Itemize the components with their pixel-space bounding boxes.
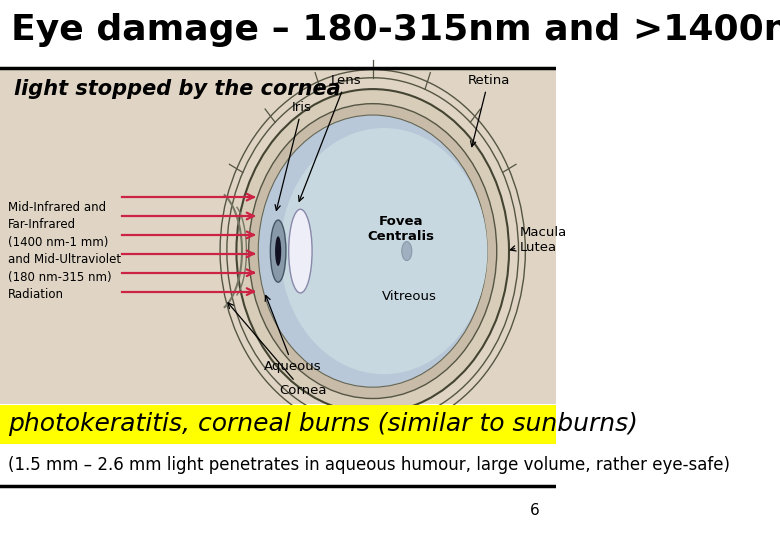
Ellipse shape xyxy=(280,128,488,374)
Text: 6: 6 xyxy=(530,503,540,518)
Ellipse shape xyxy=(258,115,488,387)
Text: (1.5 mm – 2.6 mm light penetrates in aqueous humour, large volume, rather eye-sa: (1.5 mm – 2.6 mm light penetrates in aqu… xyxy=(9,456,730,475)
FancyBboxPatch shape xyxy=(0,69,556,404)
Text: Iris: Iris xyxy=(275,100,312,211)
Text: Lens: Lens xyxy=(299,73,362,201)
Ellipse shape xyxy=(249,104,497,399)
Ellipse shape xyxy=(271,220,286,282)
FancyBboxPatch shape xyxy=(0,405,556,444)
Text: Aqueous: Aqueous xyxy=(264,295,322,373)
Text: Eye damage – 180-315nm and >1400nm: Eye damage – 180-315nm and >1400nm xyxy=(11,13,780,46)
Text: light stopped by the cornea: light stopped by the cornea xyxy=(14,79,341,99)
Ellipse shape xyxy=(289,209,312,293)
Text: Retina: Retina xyxy=(467,73,509,146)
Text: Cornea: Cornea xyxy=(228,303,327,397)
Text: Fovea
Centralis: Fovea Centralis xyxy=(367,215,434,244)
Text: Mid-Infrared and
Far-Infrared
(1400 nm-1 mm)
and Mid-Ultraviolet
(180 nm-315 nm): Mid-Infrared and Far-Infrared (1400 nm-1… xyxy=(9,201,122,301)
Ellipse shape xyxy=(275,236,282,266)
Ellipse shape xyxy=(402,241,412,260)
Text: Macula
Lutea: Macula Lutea xyxy=(510,226,567,254)
Ellipse shape xyxy=(236,89,509,413)
Text: photokeratitis, corneal burns (similar to sunburns): photokeratitis, corneal burns (similar t… xyxy=(9,413,638,436)
Text: Vitreous: Vitreous xyxy=(381,291,436,303)
